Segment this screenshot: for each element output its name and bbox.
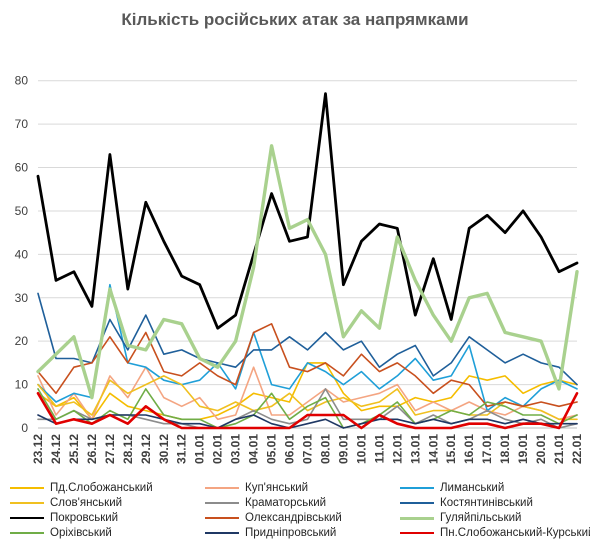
x-tick-label: 08.01 [318, 434, 332, 464]
legend-label: Олександрівський [245, 512, 342, 524]
x-tick-label: 12.01 [390, 434, 404, 464]
x-axis-ticks: 23.12 24.12 25.12 26.12 27.12 28.12 29.12 30.12… [31, 434, 584, 464]
x-tick-label: 20.01 [534, 434, 548, 464]
legend-swatch [10, 487, 44, 489]
x-tick-label: 27.12 [103, 434, 117, 464]
legend-item: Пн.Слобожанський-Курський [400, 526, 590, 540]
x-tick-label: 29.12 [139, 434, 153, 464]
legend-label: Оріхівський [50, 527, 112, 539]
y-tick-label: 10 [15, 378, 29, 392]
series-line-7 [36, 92, 579, 330]
x-tick-label: 18.01 [498, 434, 512, 464]
legend-label: Пд.Слобожанський [50, 482, 153, 494]
x-tick-label: 14.01 [426, 434, 440, 464]
x-tick-label: 26.12 [85, 434, 99, 464]
y-tick-label: 0 [21, 421, 28, 435]
x-tick-label: 02.01 [211, 434, 225, 464]
x-tick-label: 04.01 [247, 434, 261, 464]
legend-label: Покровський [50, 512, 119, 524]
series-line-2 [37, 366, 578, 421]
x-tick-label: 15.01 [444, 434, 458, 464]
chart-title: Кількість російських атак за напрямками [121, 10, 469, 29]
legend-swatch [205, 517, 239, 519]
gridlines [38, 80, 577, 429]
legend-swatch [10, 517, 44, 519]
legend-item: Костянтинівський [400, 496, 533, 510]
legend-label: Костянтинівський [440, 497, 533, 509]
series-line-6 [37, 292, 578, 386]
legend-item: Краматорський [205, 496, 326, 510]
legend-swatch [400, 532, 434, 534]
legend-label: Гуляйпільський [440, 512, 522, 524]
legend-item: Придніпровський [205, 526, 336, 540]
x-tick-label: 28.12 [121, 434, 135, 464]
x-tick-label: 23.12 [31, 434, 45, 464]
x-tick-label: 06.01 [283, 434, 297, 464]
legend-swatch [400, 487, 434, 489]
x-tick-label: 30.12 [157, 434, 171, 464]
line-chart: 0 10 20 30 40 50 60 70 80 23.12 24.12 25.12 26.12 27… [15, 74, 584, 464]
series-line-9 [36, 144, 579, 400]
y-tick-label: 40 [15, 247, 29, 261]
series-lines [36, 92, 579, 430]
x-tick-label: 19.01 [516, 434, 530, 464]
series-line-4 [37, 375, 578, 421]
y-tick-label: 60 [15, 161, 29, 175]
legend-swatch [205, 532, 239, 534]
x-tick-label: 11.01 [372, 434, 386, 464]
x-tick-label: 05.01 [265, 434, 279, 464]
x-tick-label: 25.12 [67, 434, 81, 464]
x-tick-label: 01.01 [193, 434, 207, 464]
x-tick-label: 24.12 [49, 434, 63, 464]
series-line-12 [36, 391, 579, 430]
legend-swatch [400, 516, 434, 520]
y-tick-label: 80 [15, 74, 29, 88]
legend-label: Лиманський [440, 482, 505, 494]
legend-item: Слов'янський [10, 496, 122, 510]
y-axis-ticks: 0 10 20 30 40 50 60 70 80 [15, 74, 29, 435]
legend-swatch [400, 502, 434, 504]
legend-swatch [10, 502, 44, 504]
x-tick-label: 07.01 [301, 434, 315, 464]
y-tick-label: 30 [15, 291, 29, 305]
x-tick-label: 09.01 [336, 434, 350, 464]
series-line-10 [37, 388, 578, 429]
series-line-8 [37, 322, 578, 408]
x-tick-label: 03.01 [229, 434, 243, 464]
legend: Пд.Слобожанський Куп'янський Лиманський Сло… [0, 478, 590, 540]
y-tick-label: 70 [15, 117, 29, 131]
legend-item: Оріхівський [10, 526, 112, 540]
legend-label: Куп'янський [245, 482, 309, 494]
series-line-3 [37, 283, 578, 412]
legend-label: Краматорський [245, 497, 327, 509]
x-tick-label: 31.12 [175, 434, 189, 464]
y-tick-label: 50 [15, 204, 29, 218]
legend-item: Покровський [10, 511, 118, 525]
x-tick-label: 17.01 [480, 434, 494, 464]
legend-swatch [205, 487, 239, 489]
legend-item: Пд.Слобожанський [10, 481, 153, 495]
x-tick-label: 22.01 [570, 434, 584, 464]
legend-item: Олександрівський [205, 511, 342, 525]
series-line-11 [37, 414, 578, 429]
legend-swatch [205, 502, 239, 504]
legend-label: Придніпровський [245, 527, 337, 539]
legend-item: Гуляйпільський [400, 511, 521, 525]
x-tick-label: 16.01 [462, 434, 476, 464]
y-tick-label: 20 [15, 334, 29, 348]
x-tick-label: 10.01 [354, 434, 368, 464]
legend-item: Лиманський [400, 481, 504, 495]
legend-label: Слов'янський [50, 497, 123, 509]
legend-label: Пн.Слобожанський-Курський [440, 527, 590, 539]
x-tick-label: 21.01 [552, 434, 566, 464]
legend-item: Куп'янський [205, 481, 308, 495]
legend-swatch [10, 532, 44, 534]
x-tick-label: 13.01 [408, 434, 422, 464]
